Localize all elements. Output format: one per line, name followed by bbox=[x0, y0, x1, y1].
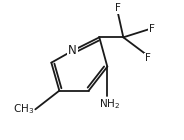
Text: CH$_3$: CH$_3$ bbox=[13, 102, 34, 116]
Text: F: F bbox=[149, 24, 155, 34]
Text: F: F bbox=[145, 53, 151, 63]
Text: NH$_2$: NH$_2$ bbox=[99, 97, 121, 111]
Text: F: F bbox=[115, 3, 121, 13]
Text: N: N bbox=[68, 44, 77, 57]
